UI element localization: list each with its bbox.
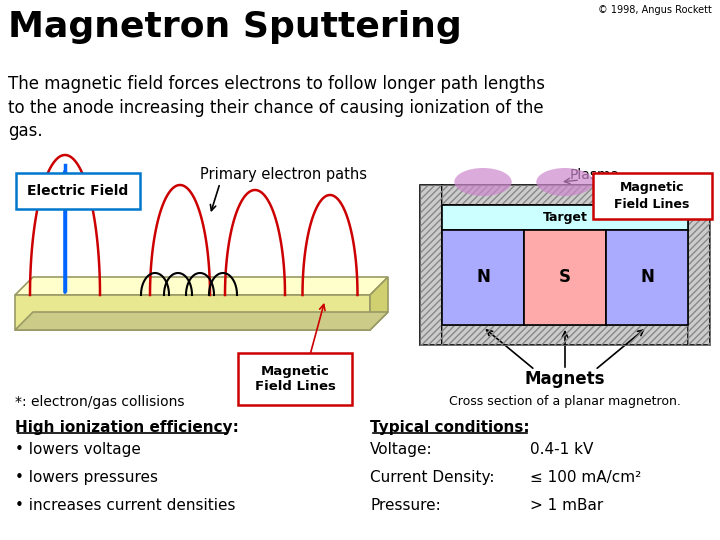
Bar: [442, 205, 688, 230]
Text: Magnets: Magnets: [525, 370, 606, 388]
Bar: [420, 185, 442, 345]
Text: • increases current densities: • increases current densities: [15, 498, 235, 513]
Polygon shape: [370, 277, 388, 330]
Bar: [524, 230, 606, 325]
Text: N: N: [476, 268, 490, 287]
Text: 0.4-1 kV: 0.4-1 kV: [530, 442, 593, 457]
Text: Target: Target: [543, 211, 588, 224]
Bar: [442, 325, 688, 345]
Text: Plasma: Plasma: [570, 168, 620, 182]
Text: *: electron/gas collisions: *: electron/gas collisions: [15, 395, 184, 409]
Polygon shape: [15, 295, 370, 330]
Text: Electric Field: Electric Field: [27, 184, 129, 198]
Bar: [442, 325, 688, 345]
Ellipse shape: [454, 168, 512, 196]
Text: © 1998, Angus Rockett: © 1998, Angus Rockett: [598, 5, 712, 15]
FancyBboxPatch shape: [238, 353, 352, 405]
Text: Magnetic
Field Lines: Magnetic Field Lines: [614, 181, 690, 211]
Bar: [420, 185, 442, 345]
Text: S: S: [559, 268, 571, 287]
Bar: [442, 230, 524, 325]
Text: Cross section of a planar magnetron.: Cross section of a planar magnetron.: [449, 395, 681, 408]
Text: Primary electron paths: Primary electron paths: [200, 167, 367, 183]
Bar: [688, 185, 710, 345]
Text: ≤ 100 mA/cm²: ≤ 100 mA/cm²: [530, 470, 642, 485]
Text: N: N: [640, 268, 654, 287]
Text: The magnetic field forces electrons to follow longer path lengths
to the anode i: The magnetic field forces electrons to f…: [8, 75, 545, 140]
Text: > 1 mBar: > 1 mBar: [530, 498, 603, 513]
Text: • lowers pressures: • lowers pressures: [15, 470, 158, 485]
FancyBboxPatch shape: [16, 173, 140, 209]
Text: Pressure:: Pressure:: [370, 498, 441, 513]
Text: Magnetron Sputtering: Magnetron Sputtering: [8, 10, 462, 44]
Text: High ionization efficiency:: High ionization efficiency:: [15, 420, 239, 435]
Text: Magnetic
Field Lines: Magnetic Field Lines: [255, 364, 336, 394]
Polygon shape: [15, 277, 388, 295]
Bar: [688, 185, 710, 345]
FancyBboxPatch shape: [593, 173, 712, 219]
Text: • lowers voltage: • lowers voltage: [15, 442, 141, 457]
Bar: [442, 185, 688, 205]
Polygon shape: [15, 312, 388, 330]
Ellipse shape: [536, 168, 594, 196]
Text: Voltage:: Voltage:: [370, 442, 433, 457]
Text: Typical conditions:: Typical conditions:: [370, 420, 530, 435]
Bar: [442, 185, 688, 205]
Bar: [606, 230, 688, 325]
Text: Current Density:: Current Density:: [370, 470, 495, 485]
